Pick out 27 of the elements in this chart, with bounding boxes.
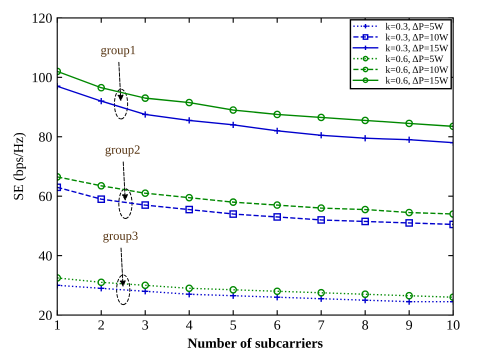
- legend-label: k=0.6, ΔP=10W: [386, 66, 448, 74]
- legend-label: k=0.3, ΔP=5W: [386, 22, 444, 32]
- legend-label: k=0.6, ΔP=15W: [386, 76, 448, 86]
- legend-label: k=0.3, ΔP=15W: [386, 44, 448, 53]
- x-tick-label: 1: [54, 320, 60, 330]
- x-tick-label: 7: [318, 320, 324, 330]
- x-tick-label: 9: [406, 320, 412, 330]
- x-tick-label: 6: [274, 320, 280, 330]
- x-tick-label: 8: [362, 320, 368, 330]
- legend-label: k=0.3, ΔP=10W: [386, 34, 448, 42]
- x-tick-label: 2: [98, 320, 104, 330]
- x-tick-label: 3: [142, 320, 148, 330]
- annotation: group2: [105, 145, 140, 156]
- y-tick-label: 100: [32, 72, 52, 82]
- y-tick-label: 60: [39, 192, 52, 202]
- annotation: group3: [103, 232, 138, 243]
- y-axis-title: SE (bps/Hz): [13, 132, 26, 200]
- x-tick-label: 4: [186, 320, 192, 330]
- y-tick-label: 40: [38, 251, 52, 261]
- x-axis-title: Number of subcarriers: [188, 338, 323, 348]
- x-tick-label: 5: [230, 320, 236, 330]
- y-tick-label: 20: [39, 310, 52, 320]
- legend-label: k=0.6, ΔP=5W: [386, 55, 444, 64]
- y-tick-label: 80: [39, 132, 52, 142]
- annotation: group1: [101, 46, 136, 57]
- x-tick-label: 10: [447, 320, 460, 330]
- y-tick-label: 120: [32, 13, 52, 23]
